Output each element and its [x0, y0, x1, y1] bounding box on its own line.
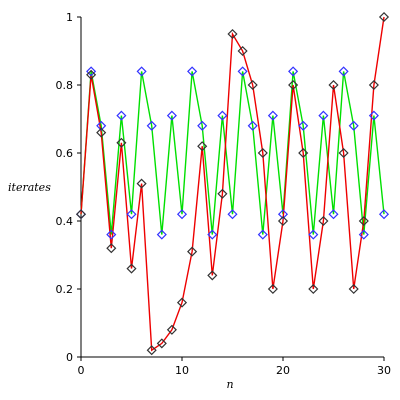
- series-1-point: [86, 69, 97, 80]
- series-0-point: [368, 110, 379, 121]
- y-tick-label: 1: [66, 11, 73, 24]
- series-0-point: [267, 110, 278, 121]
- series-0-point: [298, 120, 309, 131]
- x-tick-label: 10: [175, 364, 189, 377]
- series-1-point: [267, 283, 278, 295]
- series-1-point: [106, 243, 117, 254]
- markers: [75, 11, 390, 356]
- series-0-point: [358, 229, 369, 240]
- series-1-point: [247, 79, 258, 91]
- series-1-point: [197, 141, 208, 152]
- series-0-point: [136, 66, 147, 77]
- series-0-point: [146, 120, 157, 131]
- y-tick-label: 0: [66, 351, 73, 364]
- series-0-point: [318, 110, 329, 121]
- series-0-point: [247, 120, 258, 131]
- y-tick-label: 0.8: [56, 79, 74, 92]
- series-1-point: [298, 147, 309, 159]
- series-0-point: [348, 120, 359, 131]
- series-0-point: [288, 66, 299, 77]
- series-1-line: [80, 16, 385, 352]
- series-0-point: [166, 110, 177, 121]
- series-1-point: [378, 11, 390, 23]
- series-1-point: [348, 283, 359, 295]
- series-1-point: [96, 127, 107, 138]
- series-1-point: [126, 263, 137, 274]
- series-1-point: [75, 209, 87, 220]
- series-1-point: [136, 178, 147, 189]
- series-1-point: [288, 79, 299, 91]
- series-0-point: [106, 229, 117, 240]
- y-tick-label: 0.2: [56, 283, 74, 296]
- series-0-point: [217, 110, 228, 121]
- series-0-point: [116, 110, 127, 121]
- series-1-point: [166, 324, 177, 335]
- series-0-point: [86, 66, 97, 77]
- y-axis-title: iterates: [8, 181, 51, 194]
- series-1-point: [146, 345, 157, 356]
- series-1-point: [358, 215, 369, 227]
- series-0-point: [308, 229, 319, 240]
- series-0-point: [237, 66, 248, 77]
- series-1-point: [237, 45, 248, 57]
- series-0-point: [338, 66, 349, 77]
- ticks: 0 10 20 30 0 0.2 0.4 0.6 0.8 1: [56, 11, 392, 377]
- series-0-point: [277, 209, 289, 220]
- y-tick-label: 0.4: [56, 215, 74, 228]
- x-tick-label: 20: [276, 364, 290, 377]
- series: [80, 16, 385, 352]
- x-tick-label: 0: [78, 364, 85, 377]
- series-0-point: [328, 209, 339, 220]
- series-0-point: [207, 229, 218, 240]
- series-1-point: [156, 338, 167, 349]
- series-0-point: [257, 229, 268, 240]
- series-1-point: [277, 215, 289, 227]
- x-tick-label: 30: [377, 364, 391, 377]
- series-1-point: [368, 79, 379, 91]
- series-1-point: [318, 215, 329, 227]
- x-axis-title: n: [226, 378, 233, 391]
- series-0-point: [227, 209, 238, 220]
- series-1-point: [217, 188, 228, 199]
- series-1-point: [227, 28, 238, 40]
- series-1-point: [308, 283, 319, 295]
- series-1-point: [187, 246, 198, 257]
- axes: [80, 17, 384, 358]
- series-1-point: [116, 137, 127, 148]
- y-tick-label: 0.6: [56, 147, 74, 160]
- series-1-point: [328, 79, 339, 91]
- series-0-point: [197, 120, 208, 131]
- series-0-point: [378, 209, 390, 220]
- series-0-point: [96, 120, 107, 131]
- series-0-point: [156, 229, 167, 240]
- series-0-point: [187, 66, 198, 77]
- series-1-point: [257, 147, 268, 159]
- series-1-point: [207, 270, 218, 281]
- series-0-point: [126, 209, 137, 220]
- series-0-point: [176, 209, 188, 220]
- series-1-point: [338, 147, 349, 159]
- series-1-point: [176, 297, 188, 308]
- series-0-line: [80, 71, 385, 235]
